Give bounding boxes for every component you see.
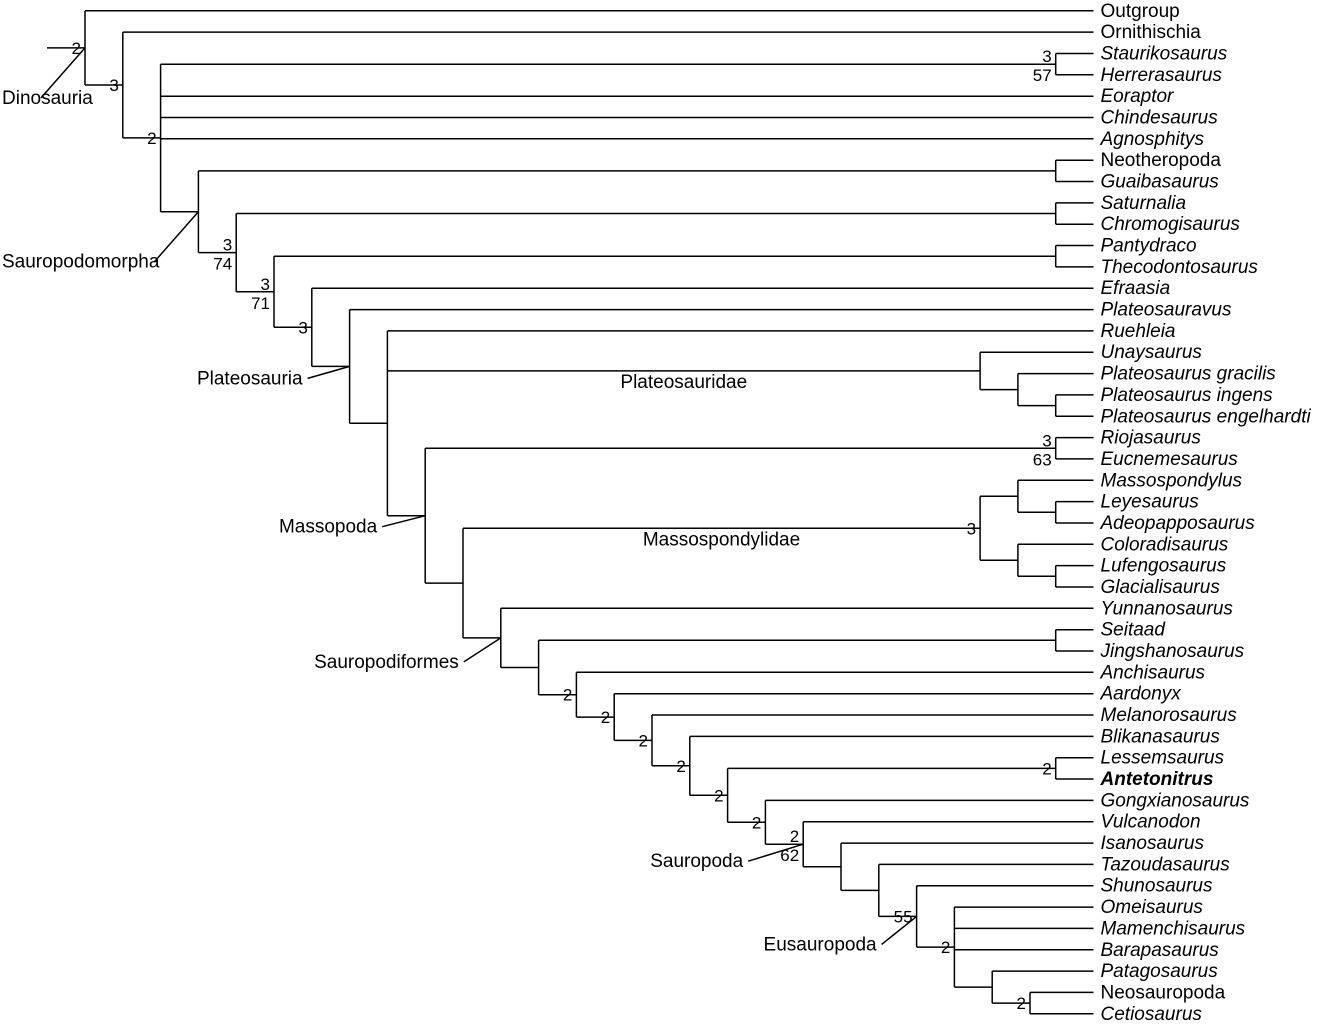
svg-text:3: 3 xyxy=(261,275,270,294)
svg-text:Pantydraco: Pantydraco xyxy=(1101,236,1197,257)
svg-text:62: 62 xyxy=(780,846,799,865)
svg-text:Leyesaurus: Leyesaurus xyxy=(1101,492,1200,513)
svg-text:Patagosaurus: Patagosaurus xyxy=(1101,961,1219,982)
svg-text:Anchisaurus: Anchisaurus xyxy=(1100,662,1206,683)
svg-text:Plateosaurus gracilis: Plateosaurus gracilis xyxy=(1101,364,1277,385)
svg-text:3: 3 xyxy=(1042,47,1051,66)
svg-text:Blikanasaurus: Blikanasaurus xyxy=(1101,726,1221,747)
svg-text:Glacialisaurus: Glacialisaurus xyxy=(1101,577,1221,598)
svg-text:Coloradisaurus: Coloradisaurus xyxy=(1101,534,1229,555)
svg-text:Barapasaurus: Barapasaurus xyxy=(1101,940,1220,961)
svg-text:Sauropodiformes: Sauropodiformes xyxy=(314,652,459,673)
svg-text:Melanorosaurus: Melanorosaurus xyxy=(1101,705,1238,726)
svg-text:2: 2 xyxy=(676,757,685,776)
svg-text:Saturnalia: Saturnalia xyxy=(1101,193,1187,214)
svg-text:Isanosaurus: Isanosaurus xyxy=(1101,833,1205,854)
svg-text:Massospondylidae: Massospondylidae xyxy=(643,529,800,550)
svg-text:Lufengosaurus: Lufengosaurus xyxy=(1101,556,1227,577)
svg-text:Efraasia: Efraasia xyxy=(1101,278,1171,299)
svg-text:2: 2 xyxy=(1042,759,1051,778)
svg-text:Sauropoda: Sauropoda xyxy=(650,851,743,872)
svg-text:Staurikosaurus: Staurikosaurus xyxy=(1101,44,1228,65)
svg-text:Mamenchisaurus: Mamenchisaurus xyxy=(1101,918,1246,939)
svg-text:Ornithischia: Ornithischia xyxy=(1101,22,1202,43)
svg-text:Neosauropoda: Neosauropoda xyxy=(1101,982,1226,1003)
svg-text:2: 2 xyxy=(752,813,761,832)
svg-text:3: 3 xyxy=(109,76,118,95)
svg-text:2: 2 xyxy=(563,686,572,705)
svg-text:Yunnanosaurus: Yunnanosaurus xyxy=(1101,598,1234,619)
svg-text:Guaibasaurus: Guaibasaurus xyxy=(1101,172,1220,193)
svg-text:Seitaad: Seitaad xyxy=(1101,620,1167,641)
svg-text:3: 3 xyxy=(298,318,307,337)
svg-text:Plateosauridae: Plateosauridae xyxy=(620,372,747,393)
svg-text:Vulcanodon: Vulcanodon xyxy=(1101,812,1201,833)
svg-text:Adeopapposaurus: Adeopapposaurus xyxy=(1100,513,1256,534)
svg-text:Dinosauria: Dinosauria xyxy=(2,88,93,109)
svg-text:3: 3 xyxy=(223,236,232,255)
svg-text:2: 2 xyxy=(601,708,610,727)
svg-text:71: 71 xyxy=(251,294,270,313)
svg-text:Unaysaurus: Unaysaurus xyxy=(1101,342,1203,363)
svg-text:Neotheropoda: Neotheropoda xyxy=(1101,150,1222,171)
svg-text:57: 57 xyxy=(1033,66,1052,85)
svg-text:Omeisaurus: Omeisaurus xyxy=(1101,897,1204,918)
svg-text:Gongxianosaurus: Gongxianosaurus xyxy=(1101,790,1250,811)
svg-text:55: 55 xyxy=(894,907,913,926)
svg-text:Herrerasaurus: Herrerasaurus xyxy=(1101,65,1223,86)
svg-text:Lessemsaurus: Lessemsaurus xyxy=(1101,748,1225,769)
svg-text:Ruehleia: Ruehleia xyxy=(1101,321,1176,342)
svg-text:2: 2 xyxy=(147,129,156,148)
svg-text:Plateosaurus ingens: Plateosaurus ingens xyxy=(1101,385,1274,406)
svg-text:63: 63 xyxy=(1033,450,1052,469)
svg-text:Eusauropoda: Eusauropoda xyxy=(764,934,877,955)
svg-text:Plateosaurus engelhardti: Plateosaurus engelhardti xyxy=(1101,406,1312,427)
svg-text:Sauropodomorpha: Sauropodomorpha xyxy=(2,252,160,273)
svg-text:Plateosauria: Plateosauria xyxy=(197,368,303,389)
svg-text:74: 74 xyxy=(213,255,232,274)
svg-text:2: 2 xyxy=(714,786,723,805)
svg-text:Shunosaurus: Shunosaurus xyxy=(1101,876,1213,897)
svg-text:3: 3 xyxy=(967,519,976,538)
svg-text:2: 2 xyxy=(1017,994,1026,1013)
svg-text:Eucnemesaurus: Eucnemesaurus xyxy=(1101,449,1239,470)
svg-text:2: 2 xyxy=(639,731,648,750)
svg-text:Aardonyx: Aardonyx xyxy=(1100,684,1183,705)
svg-text:2: 2 xyxy=(790,827,799,846)
svg-text:2: 2 xyxy=(72,39,81,58)
svg-text:Tazoudasaurus: Tazoudasaurus xyxy=(1101,854,1231,875)
svg-text:Agnosphitys: Agnosphitys xyxy=(1100,129,1205,150)
svg-text:2: 2 xyxy=(941,938,950,957)
svg-text:Jingshanosaurus: Jingshanosaurus xyxy=(1100,641,1245,662)
svg-text:Cetiosaurus: Cetiosaurus xyxy=(1101,1004,1203,1025)
svg-text:Antetonitrus: Antetonitrus xyxy=(1100,769,1214,790)
svg-text:Outgroup: Outgroup xyxy=(1101,1,1180,22)
svg-text:Riojasaurus: Riojasaurus xyxy=(1101,428,1202,449)
svg-text:Chromogisaurus: Chromogisaurus xyxy=(1101,214,1241,235)
svg-text:Massopoda: Massopoda xyxy=(279,517,378,538)
svg-text:Plateosauravus: Plateosauravus xyxy=(1101,300,1232,321)
svg-text:Thecodontosaurus: Thecodontosaurus xyxy=(1101,257,1259,278)
svg-text:Chindesaurus: Chindesaurus xyxy=(1101,108,1219,129)
svg-text:3: 3 xyxy=(1042,431,1051,450)
svg-text:Massospondylus: Massospondylus xyxy=(1101,470,1243,491)
svg-text:Eoraptor: Eoraptor xyxy=(1101,86,1175,107)
